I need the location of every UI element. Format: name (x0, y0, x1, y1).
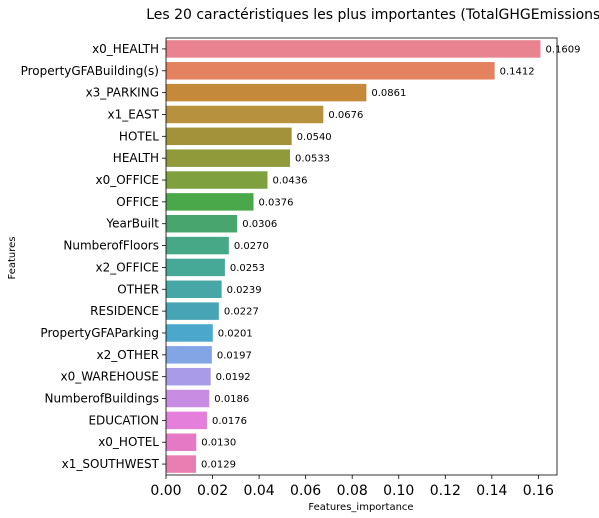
bar-x0-hotel (166, 433, 196, 450)
data-label: 0.0186 (214, 394, 249, 405)
category-label: YearBuilt (105, 217, 159, 231)
category-label: EDUCATION (88, 413, 159, 427)
x-tick-label: 0.02 (197, 483, 228, 499)
x-axis-label: Features_importance (308, 502, 413, 513)
data-label: 0.0306 (242, 219, 277, 230)
bar-numberoffloors (166, 237, 229, 254)
bar-propertygfaparking (166, 324, 213, 341)
bar-x2-other (166, 346, 212, 363)
category-label: OTHER (117, 282, 159, 296)
chart-title: Les 20 caractéristiques les plus importa… (146, 7, 599, 23)
category-label: HOTEL (119, 129, 159, 143)
data-label: 0.0130 (201, 438, 236, 449)
data-label: 0.0540 (297, 132, 332, 143)
category-label: x2_OTHER (97, 348, 159, 362)
plot-frame (166, 38, 557, 475)
category-label: x1_SOUTHWEST (62, 457, 160, 471)
data-label: 0.1609 (545, 44, 580, 55)
bar-office (166, 193, 254, 210)
bar-x1-southwest (166, 455, 196, 472)
bar-other (166, 281, 222, 298)
category-label: OFFICE (116, 195, 159, 209)
data-label: 0.0376 (259, 197, 294, 208)
data-label: 0.0253 (230, 263, 265, 274)
x-tick-label: 0.00 (150, 483, 181, 499)
data-label: 0.0201 (218, 328, 253, 339)
data-label: 0.0197 (217, 350, 252, 361)
bar-numberofbuildings (166, 390, 209, 407)
category-labels: x0_HEALTH PropertyGFABuilding(s) x3_PARKIN… (21, 42, 166, 471)
x-tick-label: 0.04 (244, 483, 275, 499)
bar-x0-health (166, 40, 540, 57)
x-ticks: 0.00 0.02 0.04 0.06 0.08 0.10 0.12 0.14 0.16 (150, 475, 554, 499)
category-label: PropertyGFABuilding(s) (21, 64, 159, 78)
category-label: x1_EAST (108, 107, 160, 121)
bar-x0-warehouse (166, 368, 211, 385)
category-label: RESIDENCE (90, 304, 159, 318)
bar-propertygfabuilding-s (166, 62, 495, 79)
data-label: 0.0861 (371, 88, 406, 99)
category-label: x2_OFFICE (96, 260, 160, 274)
x-tick-label: 0.10 (383, 483, 414, 499)
data-label: 0.0436 (272, 176, 307, 187)
bar-x1-east (166, 106, 323, 123)
category-label: x3_PARKING (86, 86, 159, 100)
category-label: x0_WAREHOUSE (60, 370, 159, 384)
bar-yearbuilt (166, 215, 237, 232)
data-label: 0.0239 (227, 285, 262, 296)
x-tick-label: 0.14 (476, 483, 507, 499)
category-label: PropertyGFAParking (40, 326, 159, 340)
data-label: 0.0227 (224, 307, 259, 318)
category-label: x0_HOTEL (98, 435, 159, 449)
category-label: x0_OFFICE (96, 173, 160, 187)
bar-residence (166, 302, 219, 319)
bar-hotel (166, 128, 292, 145)
data-label: 0.0192 (216, 372, 251, 383)
bar-x3-parking (166, 84, 366, 101)
x-tick-label: 0.12 (430, 483, 461, 499)
data-label: 0.0533 (295, 154, 330, 165)
bar-education (166, 412, 207, 429)
bar-health (166, 149, 290, 166)
bar-x0-office (166, 171, 267, 188)
data-label: 0.0129 (201, 460, 236, 471)
data-label: 0.0176 (212, 416, 247, 427)
x-tick-label: 0.06 (290, 483, 321, 499)
data-label: 0.1412 (500, 66, 535, 77)
y-axis-label: Features (7, 237, 18, 280)
category-label: NumberofBuildings (45, 392, 159, 406)
data-label: 0.0270 (234, 241, 269, 252)
x-tick-label: 0.08 (337, 483, 368, 499)
category-label: HEALTH (113, 151, 159, 165)
data-label: 0.0676 (328, 110, 363, 121)
category-label: NumberofFloors (63, 239, 159, 253)
bars-group (166, 40, 540, 473)
bar-x2-office (166, 259, 225, 276)
category-label: x0_HEALTH (92, 42, 159, 56)
x-tick-label: 0.16 (523, 483, 554, 499)
